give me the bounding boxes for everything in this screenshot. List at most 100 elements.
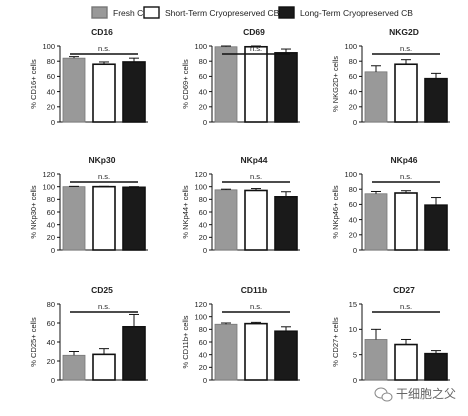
significance-label-cd25: n.s. [98, 302, 110, 311]
y-axis-label-nkp46: % NKp46+ cells [331, 185, 340, 238]
y-tick-label-cd27-15: 15 [349, 300, 357, 309]
y-tick-label-cd11b-60: 60 [199, 338, 207, 347]
chart-title-nkp44: NKp44 [241, 155, 268, 165]
y-tick-label-cd27-0: 0 [353, 376, 357, 385]
chart-title-cd27: CD27 [393, 285, 415, 295]
significance-label-nkp46: n.s. [400, 172, 412, 181]
bar-cd11b-short-term-cryopreserved-cb [244, 322, 268, 381]
chart-title-nkp30: NKp30 [89, 155, 116, 165]
y-tick-label-cd27-10: 10 [349, 325, 357, 334]
y-tick-label-cd69-100: 100 [194, 42, 207, 51]
significance-label-cd69: n.s. [250, 44, 262, 53]
y-tick-label-cd16-20: 20 [47, 103, 55, 112]
y-tick-label-nkg2d-20: 20 [349, 103, 357, 112]
chart-nkp44: NKp44 0 20 40 60 80 100 120 % NKp44+ cells n.s. [181, 155, 300, 255]
y-tick-label-nkp44-80: 80 [199, 195, 207, 204]
bar-cd16-long-term-cryopreserved-cb [122, 61, 146, 123]
bar-cd11b-long-term-cryopreserved-cb [274, 330, 298, 381]
y-tick-label-nkg2d-0: 0 [353, 118, 357, 127]
y-tick-label-cd25-60: 60 [47, 319, 55, 328]
y-tick-label-cd27-5: 5 [353, 350, 357, 359]
legend-label-short-term-cryopreserved-cb: Short-Term Cryopreserved CB [165, 8, 280, 18]
y-tick-label-nkg2d-40: 40 [349, 87, 357, 96]
bar-nkp44-short-term-cryopreserved-cb [244, 189, 268, 251]
bar-nkp44-fresh-cb [214, 189, 238, 251]
chart-title-cd16: CD16 [91, 27, 113, 37]
y-tick-label-nkp46-80: 80 [349, 185, 357, 194]
wechat-logo [374, 387, 393, 402]
y-tick-label-nkp44-60: 60 [199, 208, 207, 217]
significance-label-cd16: n.s. [98, 44, 110, 53]
significance-label-cd27: n.s. [400, 302, 412, 311]
y-tick-label-nkp44-0: 0 [203, 246, 207, 255]
chart-title-cd25: CD25 [91, 285, 113, 295]
y-tick-label-cd16-40: 40 [47, 87, 55, 96]
y-tick-label-cd69-0: 0 [203, 118, 207, 127]
bar-nkp30-long-term-cryopreserved-cb [122, 186, 146, 251]
y-tick-label-nkp30-120: 120 [42, 170, 55, 179]
y-tick-label-cd11b-20: 20 [199, 363, 207, 372]
y-tick-label-cd11b-80: 80 [199, 325, 207, 334]
chart-cd16: CD16 0 20 40 60 80 100 % CD16+ cells n.s. [29, 27, 148, 127]
y-tick-label-nkp46-0: 0 [353, 246, 357, 255]
y-tick-label-nkg2d-80: 80 [349, 57, 357, 66]
y-tick-label-cd25-40: 40 [47, 338, 55, 347]
legend-swatch-short-term-cryopreserved-cb [143, 6, 160, 19]
bar-nkg2d-long-term-cryopreserved-cb [424, 77, 448, 123]
y-axis-label-cd11b: % CD11b+ cells [181, 315, 190, 368]
y-axis-label-nkp44: % NKp44+ cells [181, 185, 190, 238]
y-axis-label-cd69: % CD69+ cells [181, 59, 190, 109]
y-tick-label-nkg2d-100: 100 [344, 42, 357, 51]
y-tick-label-cd11b-40: 40 [199, 350, 207, 359]
y-tick-label-nkg2d-60: 60 [349, 72, 357, 81]
legend-label-long-term-cryopreserved-cb: Long-Term Cryopreserved CB [300, 8, 413, 18]
y-tick-label-nkp30-40: 40 [47, 220, 55, 229]
y-tick-label-cd25-20: 20 [47, 357, 55, 366]
significance-label-nkg2d: n.s. [400, 44, 412, 53]
y-tick-label-nkp44-120: 120 [194, 170, 207, 179]
bar-cd25-long-term-cryopreserved-cb [122, 325, 146, 381]
y-tick-label-nkp30-100: 100 [42, 182, 55, 191]
legend: Fresh CB Short-Term Cryopreserved CB Long-… [91, 6, 413, 19]
y-tick-label-cd69-60: 60 [199, 72, 207, 81]
bar-nkp46-fresh-cb [364, 193, 388, 251]
y-tick-label-nkp30-60: 60 [47, 208, 55, 217]
wechat-bubble-small [381, 392, 393, 402]
bar-nkp44-long-term-cryopreserved-cb [274, 196, 298, 251]
chart-cd27: CD27 0 5 10 15 % CD27+ cells n.s. [331, 285, 450, 385]
bar-cd27-short-term-cryopreserved-cb [394, 343, 418, 381]
chart-nkp46: NKp46 0 20 40 60 80 100 % NKp46+ cells n.s. [331, 155, 450, 255]
chart-cd11b: CD11b 0 20 40 60 80 100 120 % CD11b+ cells n.s. [181, 285, 300, 385]
y-tick-label-cd11b-0: 0 [203, 376, 207, 385]
chart-title-cd11b: CD11b [241, 285, 267, 295]
y-tick-label-cd69-20: 20 [199, 103, 207, 112]
chart-nkp30: NKp30 0 20 40 60 80 100 120 % NKp30+ cells n.s. [29, 155, 148, 255]
bar-cd11b-fresh-cb [214, 323, 238, 381]
y-tick-label-nkp46-60: 60 [349, 200, 357, 209]
bar-nkg2d-short-term-cryopreserved-cb [394, 63, 418, 123]
bar-nkp46-short-term-cryopreserved-cb [394, 192, 418, 251]
y-tick-label-nkp46-20: 20 [349, 231, 357, 240]
y-tick-label-cd16-80: 80 [47, 57, 55, 66]
legend-label-fresh-cb: Fresh CB [113, 8, 149, 18]
y-tick-label-cd16-60: 60 [47, 72, 55, 81]
y-tick-label-nkp44-100: 100 [194, 182, 207, 191]
chart-title-nkg2d: NKG2D [389, 27, 419, 37]
bar-cd69-short-term-cryopreserved-cb [244, 45, 268, 123]
y-axis-label-nkg2d: % NKG2D+ cells [331, 56, 340, 112]
y-tick-label-nkp30-80: 80 [47, 195, 55, 204]
bar-cd25-fresh-cb [62, 354, 86, 381]
significance-label-cd11b: n.s. [250, 302, 262, 311]
chart-title-nkp46: NKp46 [391, 155, 418, 165]
y-axis-label-nkp30: % NKp30+ cells [29, 185, 38, 238]
y-tick-label-nkp30-20: 20 [47, 233, 55, 242]
y-tick-label-cd11b-120: 120 [194, 300, 207, 309]
chart-nkg2d: NKG2D 0 20 40 60 80 100 % NKG2D+ cells n.s. [331, 27, 450, 127]
chart-cd25: CD25 0 20 40 60 80 % CD25+ cells n.s. [29, 285, 148, 385]
y-axis-label-cd25: % CD25+ cells [29, 317, 38, 367]
y-tick-label-nkp30-0: 0 [51, 246, 55, 255]
y-tick-label-cd25-0: 0 [51, 376, 55, 385]
watermark-text: 干细胞之父 [396, 387, 456, 401]
y-tick-label-nkp44-20: 20 [199, 233, 207, 242]
